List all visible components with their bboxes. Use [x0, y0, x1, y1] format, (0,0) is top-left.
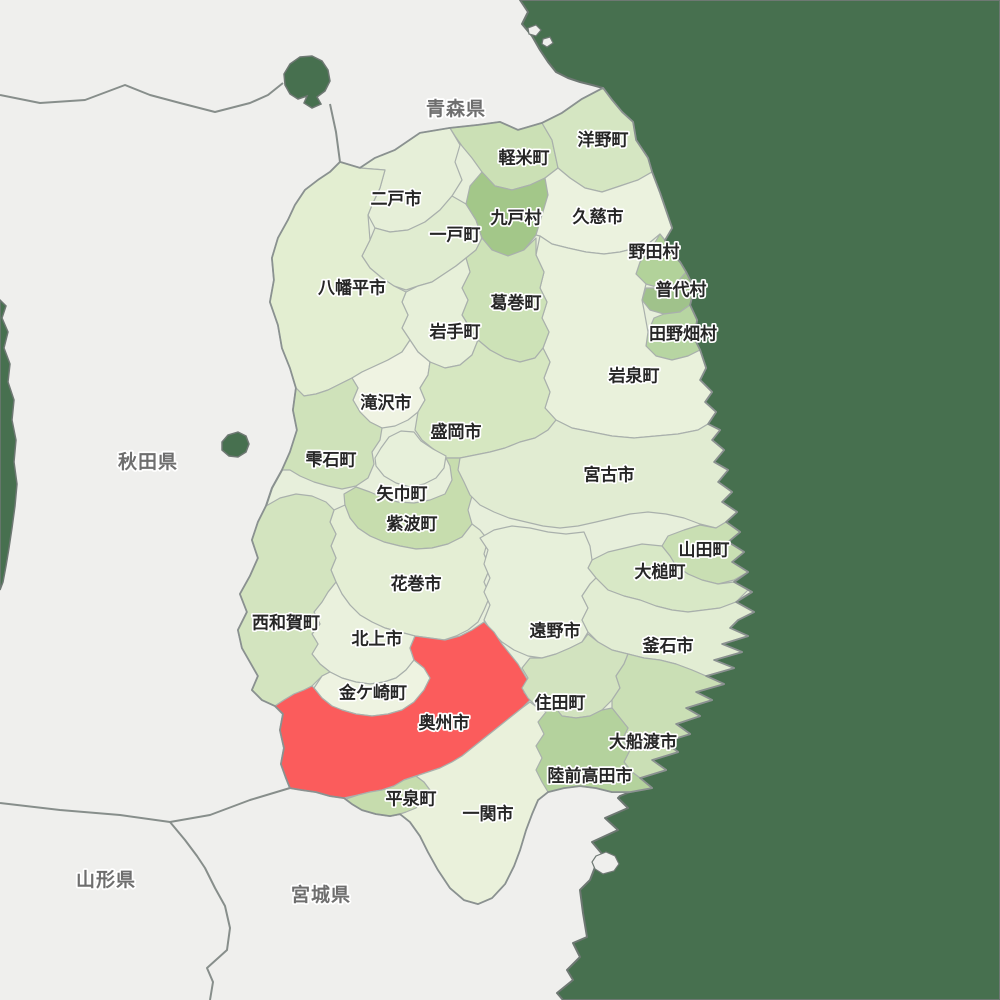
- label-yamagata: 山形県: [76, 869, 136, 891]
- region-yahaba[interactable]: [374, 430, 447, 488]
- label-otsuchi: 大槌町: [635, 561, 686, 581]
- label-rikuzentakata: 陸前高田市: [548, 765, 633, 785]
- yamagata-miyagi-border: [169, 821, 231, 1000]
- label-shiwa: 紫波町: [387, 513, 438, 533]
- aomori-akita-border: [0, 82, 284, 113]
- label-hiraizumi: 平泉町: [386, 788, 437, 808]
- label-miyako: 宮古市: [584, 464, 635, 484]
- label-kanegasaki: 金ケ崎町: [338, 682, 407, 702]
- islet-north-1: [527, 24, 542, 37]
- label-nishiwaga: 西和賀町: [252, 613, 320, 632]
- label-noda: 野田村: [629, 241, 680, 261]
- label-akita: 秋田県: [118, 450, 178, 473]
- label-morioka: 盛岡市: [431, 421, 482, 441]
- label-tanohata: 田野畑村: [649, 323, 717, 343]
- label-iwate-machi: 岩手町: [429, 321, 481, 341]
- label-hachimantai: 八幡平市: [318, 277, 386, 297]
- oshima-island: [591, 851, 620, 875]
- akita-miyagi-border: [169, 787, 291, 823]
- label-hirono: 洋野町: [578, 129, 629, 149]
- label-shizukuishi: 雫石町: [306, 450, 357, 469]
- label-kitakami: 北上市: [352, 628, 403, 648]
- label-takizawa: 滝沢市: [361, 392, 412, 412]
- label-kunohe: 九戸村: [490, 207, 542, 227]
- label-hanamaki: 花巻市: [391, 573, 442, 593]
- label-ofunato: 大船渡市: [609, 731, 677, 751]
- label-ninohe: 二戸市: [371, 188, 422, 208]
- label-fudai: 普代村: [656, 279, 707, 299]
- label-tono: 遠野市: [530, 620, 581, 640]
- lake-towada: [283, 55, 331, 109]
- label-sumita: 住田町: [535, 692, 586, 712]
- label-karumai: 軽米町: [499, 147, 550, 167]
- label-miyagi: 宮城県: [291, 883, 351, 906]
- label-aomori: 青森県: [426, 97, 486, 120]
- akita-iwate-tripoint-border: [329, 103, 341, 163]
- region-shizukuishi[interactable]: [281, 377, 383, 490]
- iwate-prefecture-outline: [237, 87, 755, 905]
- label-oshu: 奥州市: [419, 712, 470, 732]
- label-yahaba: 矢巾町: [377, 483, 428, 503]
- region-kuji[interactable]: [535, 167, 673, 255]
- label-kuji: 久慈市: [573, 206, 624, 226]
- japan-sea: [0, 298, 18, 591]
- label-ichinoseki: 一関市: [463, 803, 514, 823]
- label-ichinohe: 一戸町: [430, 225, 481, 244]
- label-yamada: 山田町: [679, 540, 730, 559]
- islet-north-2: [541, 36, 554, 48]
- label-kuzumaki: 葛巻町: [490, 292, 542, 312]
- lake-tazawa: [221, 431, 250, 458]
- akita-yamagata-border: [0, 802, 171, 823]
- label-iwaizumi: 岩泉町: [608, 365, 660, 385]
- label-kamaishi: 釜石市: [642, 635, 694, 655]
